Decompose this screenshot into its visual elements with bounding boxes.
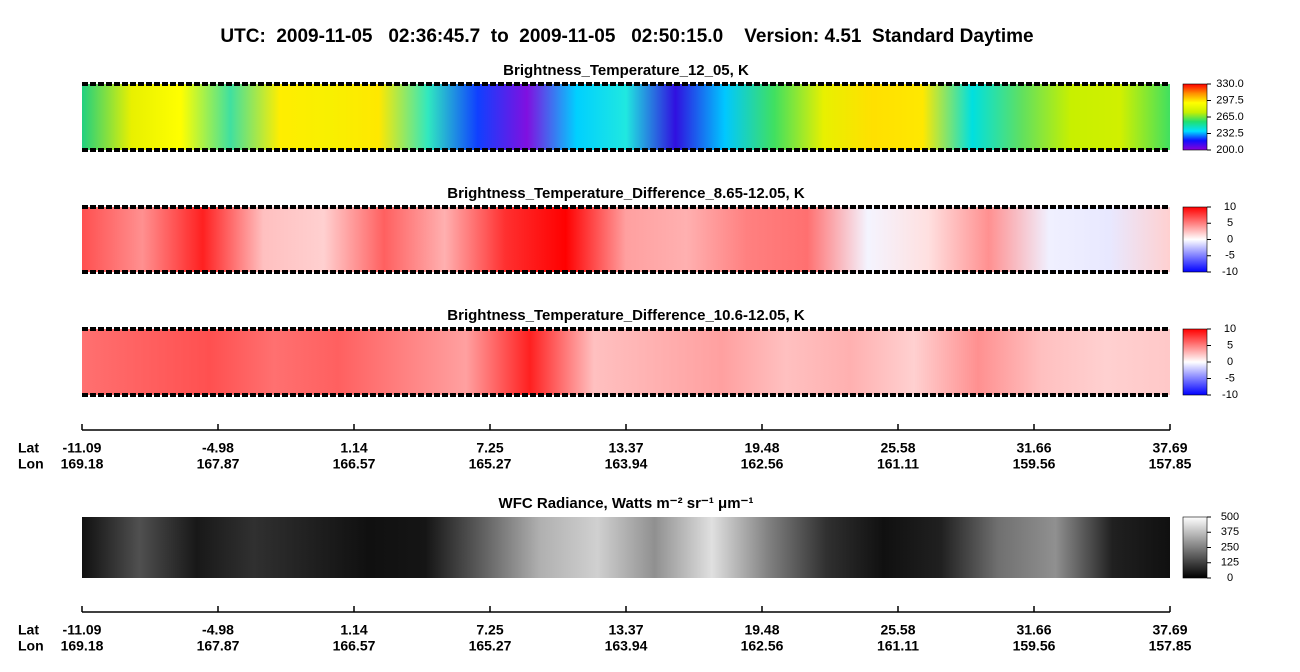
lon-tick-label: 161.11 [877, 638, 919, 654]
panel-title: Brightness_Temperature_12_05, K [503, 62, 749, 79]
figure-title: UTC: 2009-11-05 02:36:45.7 to 2009-11-05… [220, 26, 1033, 47]
colorbar-tick-label: 0 [1227, 233, 1233, 245]
lat-axis-label: Lat [18, 622, 39, 638]
lon-tick-label: 167.87 [197, 456, 240, 472]
lon-tick-label: 157.85 [1149, 638, 1192, 654]
data-image [82, 517, 1170, 578]
colorbar-tick-label: -5 [1225, 250, 1235, 262]
colorbar [1182, 206, 1208, 273]
data-image [82, 84, 1170, 150]
lon-tick-label: 163.94 [605, 456, 648, 472]
colorbar-tick-label: -10 [1222, 389, 1238, 401]
lat-tick-label: 1.14 [340, 440, 367, 456]
lat-tick-label: -4.98 [202, 622, 234, 638]
lon-tick-label: 169.18 [61, 638, 104, 654]
lat-tick-label: 31.66 [1016, 440, 1051, 456]
colorbar-tick-label: -10 [1222, 266, 1238, 278]
colorbar-tick-label: 0 [1227, 572, 1233, 584]
lat-tick-label: 37.69 [1152, 622, 1187, 638]
colorbar-tick-label: 265.0 [1216, 111, 1244, 123]
colorbar-tick-label: 0 [1227, 356, 1233, 368]
colorbar-tick-label: 297.5 [1216, 94, 1244, 106]
colorbar-tick-label: 330.0 [1216, 78, 1244, 90]
lat-tick-label: 25.58 [880, 622, 915, 638]
lon-tick-label: 159.56 [1013, 638, 1056, 654]
colorbar-tick-label: 232.5 [1216, 127, 1244, 139]
panel-title: Brightness_Temperature_Difference_10.6-1… [447, 307, 805, 324]
lat-tick-label: 7.25 [476, 440, 503, 456]
colorbar-tick-label: 10 [1224, 323, 1236, 335]
lon-tick-label: 163.94 [605, 638, 648, 654]
lon-tick-label: 159.56 [1013, 456, 1056, 472]
lat-tick-label: -11.09 [63, 440, 102, 456]
lon-tick-label: 161.11 [877, 456, 919, 472]
lat-tick-label: 19.48 [744, 440, 779, 456]
lon-tick-label: 157.85 [1149, 456, 1192, 472]
lon-tick-label: 162.56 [741, 638, 784, 654]
lon-tick-label: 166.57 [333, 638, 376, 654]
lat-tick-label: -11.09 [63, 622, 102, 638]
lat-tick-label: 13.37 [608, 440, 643, 456]
data-image [82, 207, 1170, 272]
lat-tick-label: 7.25 [476, 622, 503, 638]
colorbar-tick-label: 375 [1221, 526, 1239, 538]
panel-title: Brightness_Temperature_Difference_8.65-1… [447, 185, 805, 202]
lon-tick-label: 165.27 [469, 456, 512, 472]
lon-axis-label: Lon [18, 638, 44, 654]
lat-tick-label: 13.37 [608, 622, 643, 638]
colorbar [1182, 516, 1208, 579]
panel-title: WFC Radiance, Watts m⁻² sr⁻¹ μm⁻¹ [499, 495, 754, 512]
data-image [82, 329, 1170, 395]
lat-tick-label: 31.66 [1016, 622, 1051, 638]
lon-tick-label: 167.87 [197, 638, 240, 654]
colorbar-tick-label: 5 [1227, 217, 1233, 229]
colorbar-tick-label: 500 [1221, 511, 1239, 523]
colorbar-tick-label: 5 [1227, 339, 1233, 351]
colorbar-tick-label: 125 [1221, 557, 1239, 569]
lat-tick-label: 37.69 [1152, 440, 1187, 456]
colorbar [1182, 328, 1208, 396]
lon-tick-label: 169.18 [61, 456, 104, 472]
lon-axis-label: Lon [18, 456, 44, 472]
colorbar-tick-label: -5 [1225, 372, 1235, 384]
colorbar-tick-label: 250 [1221, 541, 1239, 553]
colorbar [1182, 83, 1208, 151]
lat-axis-label: Lat [18, 440, 39, 456]
colorbar-tick-label: 10 [1224, 201, 1236, 213]
lat-tick-label: 19.48 [744, 622, 779, 638]
lon-tick-label: 162.56 [741, 456, 784, 472]
lat-tick-label: 25.58 [880, 440, 915, 456]
lat-tick-label: -4.98 [202, 440, 234, 456]
colorbar-tick-label: 200.0 [1216, 144, 1244, 156]
lon-tick-label: 166.57 [333, 456, 376, 472]
lat-tick-label: 1.14 [340, 622, 367, 638]
lon-tick-label: 165.27 [469, 638, 512, 654]
